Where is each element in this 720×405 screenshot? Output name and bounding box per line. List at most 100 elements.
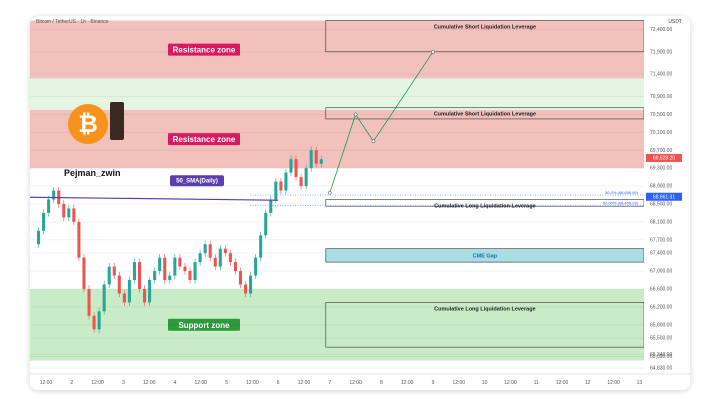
price-tick-7: 69,300.00 [650, 166, 672, 172]
candle-body-24 [158, 257, 162, 272]
time-tick-7: 5 [225, 380, 228, 386]
candle-body-40 [238, 271, 243, 285]
time-tick-6: 12:00 [195, 380, 208, 386]
price-chart: Resistance zone Resistance zone Support zo… [30, 16, 690, 390]
candle-body-21 [143, 288, 147, 303]
candle-body-12 [97, 311, 101, 330]
projection-path [329, 51, 434, 193]
candle-body-19 [132, 262, 136, 281]
candle-body-15 [112, 266, 116, 276]
box-label-4: Cumulative Long Liquidation Leverage [434, 306, 535, 312]
price-tick-5: 70,100.00 [650, 130, 672, 136]
projection-point-2 [371, 139, 376, 144]
currency-label: USDT [668, 19, 682, 25]
fib-label-1: 50.00% (68,456.03) [603, 201, 639, 206]
candle-body-44 [259, 235, 263, 258]
projection-point-1 [353, 112, 358, 117]
price-tick-9: 68,500.00 [650, 201, 672, 207]
candle-body-20 [137, 262, 142, 289]
price-tick-19: 65,090.00 [650, 354, 672, 360]
chart-frame: Resistance zone Resistance zone Support zo… [30, 16, 690, 390]
zone-label-0: Resistance zone [173, 46, 236, 55]
time-tick-16: 12:00 [453, 380, 466, 386]
box-label-1: Cumulative Short Liquidation Leverage [434, 112, 536, 118]
price-tick-18: 65,340.00 [650, 352, 672, 358]
zone-label-bg-3 [168, 318, 240, 331]
candle-body-11 [92, 315, 96, 330]
candle-body-45 [264, 212, 268, 236]
price-axis-bg [644, 16, 690, 390]
candle-body-50 [289, 159, 293, 173]
candle-body-49 [284, 172, 288, 191]
zone-0 [30, 20, 644, 79]
candle-body-18 [127, 280, 131, 303]
time-tick-0: 12:00 [40, 380, 53, 386]
time-tick-3: 3 [122, 380, 125, 386]
box-label-0: Cumulative Short Liquidation Leverage [434, 24, 536, 30]
candle-body-35 [213, 257, 217, 267]
price-tick-13: 67,000.00 [650, 269, 672, 275]
candle-body-10 [87, 288, 91, 316]
candle-body-28 [178, 257, 182, 267]
candle-body-25 [163, 257, 167, 281]
bitcoin-symbol: ₿ [78, 111, 98, 138]
candle-body-29 [183, 266, 187, 272]
candle-body-23 [153, 271, 157, 281]
candle-body-26 [168, 275, 172, 281]
price-tick-14: 66,600.00 [650, 286, 672, 292]
box-label-3: CME Gap [473, 253, 498, 259]
price-tick-1: 71,900.00 [650, 49, 672, 55]
time-tick-12: 12:00 [349, 380, 362, 386]
time-tick-2: 12:00 [91, 380, 104, 386]
candle-body-43 [254, 257, 258, 276]
price-tick-4: 70,500.00 [650, 112, 672, 118]
candle-body-8 [77, 221, 81, 258]
sma-tag: 50_SMA(Daily) [176, 179, 218, 185]
watermark-name: Pejman_zwin [64, 168, 121, 178]
avatar [110, 102, 124, 140]
candle-body-46 [269, 199, 273, 213]
candle-body-51 [294, 159, 298, 178]
time-tick-14: 12:00 [401, 380, 414, 386]
zone-1 [30, 78, 644, 110]
candle-body-56 [319, 159, 323, 164]
time-tick-11: 7 [328, 380, 331, 386]
price-tick-17: 65,500.00 [650, 336, 672, 342]
candle-body-52 [299, 177, 303, 187]
candle-body-17 [122, 293, 126, 303]
time-tick-4: 12:00 [143, 380, 156, 386]
time-tick-13: 8 [380, 380, 383, 386]
chart-header: Bitcoin / TetherUS · 1h · Binance [36, 19, 109, 25]
candle-body-39 [233, 262, 237, 272]
price-tag-bg-0 [646, 153, 682, 162]
time-tick-20: 12:00 [556, 380, 569, 386]
candle-body-14 [107, 266, 111, 285]
candle-body-1 [42, 212, 46, 231]
price-tick-20: 64,830.00 [650, 366, 672, 372]
projection-point-0 [327, 190, 332, 195]
projection-point-3 [431, 49, 435, 54]
candle-body-36 [218, 248, 222, 267]
time-tick-9: 6 [277, 380, 280, 386]
zone-3 [30, 288, 644, 361]
candle-body-37 [223, 248, 227, 254]
candle-body-34 [208, 244, 212, 258]
time-axis-bg [30, 374, 690, 390]
candle-body-16 [117, 275, 121, 294]
price-tick-3: 70,900.00 [650, 94, 672, 100]
candle-body-13 [102, 284, 106, 312]
time-tick-19: 11 [534, 380, 539, 386]
candle-body-30 [188, 271, 192, 281]
candle-body-55 [314, 150, 318, 164]
price-tag-1: 68,661.31 [653, 195, 675, 201]
zone-label-bg-2 [168, 133, 240, 146]
candle-body-5 [62, 203, 66, 218]
time-tick-1: 2 [70, 380, 73, 386]
candle-body-31 [193, 262, 197, 281]
zone-label-bg-0 [168, 43, 240, 56]
candle-body-0 [37, 230, 41, 245]
candle-body-6 [67, 208, 71, 218]
box-label-2: Cumulative Long Liquidation Leverage [434, 203, 535, 209]
candle-body-22 [148, 280, 152, 303]
candle-body-7 [72, 208, 76, 222]
